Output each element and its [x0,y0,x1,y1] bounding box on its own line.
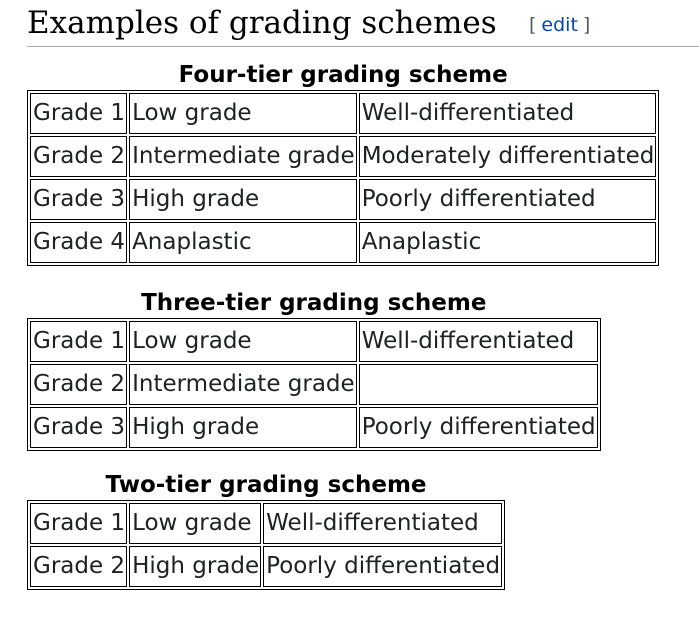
grade-name-cell: Intermediate grade [129,136,357,177]
grade-cell: Grade 3 [30,407,128,448]
two-tier-table: Grade 1 Low grade Well-differentiated Gr… [27,500,506,590]
table-row: Grade 1 Low grade Well-differentiated [30,503,503,544]
table-row: Grade 4 Anaplastic Anaplastic [30,222,657,263]
grade-cell: Grade 1 [30,503,128,544]
table-row: Grade 2 Intermediate grade [30,364,598,405]
differentiation-cell: Well-differentiated [358,321,598,362]
differentiation-cell: Moderately differentiated [358,136,657,177]
section-title: Examples of grading schemes [27,5,497,41]
edit-bracket-close: ] [582,14,591,36]
differentiation-cell [358,364,598,405]
grade-cell: Grade 2 [30,136,128,177]
grade-cell: Grade 3 [30,179,128,220]
differentiation-cell: Poorly differentiated [358,179,657,220]
grade-name-cell: Low grade [129,503,262,544]
grade-name-cell: Anaplastic [129,222,357,263]
two-tier-scheme: Two-tier grading scheme Grade 1 Low grad… [27,470,506,590]
three-tier-caption: Three-tier grading scheme [141,290,487,316]
differentiation-cell: Well-differentiated [358,93,657,134]
grade-cell: Grade 1 [30,321,128,362]
grade-name-cell: Low grade [129,93,357,134]
grade-name-cell: Low grade [129,321,357,362]
grade-cell: Grade 1 [30,93,128,134]
two-tier-caption: Two-tier grading scheme [105,472,427,498]
grade-name-cell: High grade [129,546,262,587]
grade-cell: Grade 2 [30,364,128,405]
grade-name-cell: High grade [129,179,357,220]
table-row: Grade 2 Intermediate grade Moderately di… [30,136,657,177]
table-row: Grade 2 High grade Poorly differentiated [30,546,503,587]
grade-name-cell: Intermediate grade [129,364,357,405]
grade-name-cell: High grade [129,407,357,448]
four-tier-caption: Four-tier grading scheme [178,62,508,88]
edit-bracket-open: [ [529,14,537,36]
differentiation-cell: Poorly differentiated [358,407,598,448]
edit-section-link[interactable]: edit [541,14,578,36]
four-tier-table: Grade 1 Low grade Well-differentiated Gr… [27,90,660,266]
differentiation-cell: Well-differentiated [263,503,503,544]
four-tier-scheme: Four-tier grading scheme Grade 1 Low gra… [27,60,660,266]
differentiation-cell: Poorly differentiated [263,546,503,587]
table-row: Grade 3 High grade Poorly differentiated [30,407,598,448]
table-row: Grade 1 Low grade Well-differentiated [30,93,657,134]
edit-section-links: [edit] [529,12,590,38]
grade-cell: Grade 4 [30,222,128,263]
table-row: Grade 1 Low grade Well-differentiated [30,321,598,362]
three-tier-scheme: Three-tier grading scheme Grade 1 Low gr… [27,288,601,451]
three-tier-table: Grade 1 Low grade Well-differentiated Gr… [27,318,601,451]
grade-cell: Grade 2 [30,546,128,587]
differentiation-cell: Anaplastic [358,222,657,263]
table-row: Grade 3 High grade Poorly differentiated [30,179,657,220]
section-heading: Examples of grading schemes [edit] [27,0,699,47]
